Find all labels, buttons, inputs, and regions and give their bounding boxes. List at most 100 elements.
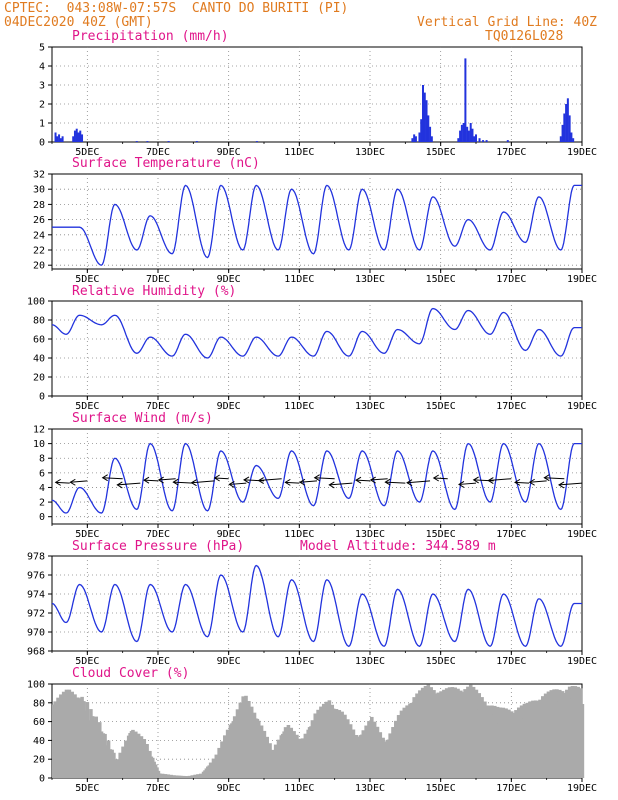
- cloud-xtick-label-3: 11DEC: [284, 783, 314, 794]
- temp-frame: [51, 173, 583, 270]
- precip-bar-7: [75, 128, 78, 142]
- temp-xtick-label-4: 13DEC: [355, 274, 385, 285]
- precip-title: Precipitation (mm/h): [72, 29, 229, 44]
- press-xtick-label-7: 19DEC: [567, 656, 597, 667]
- wind-arrow-shaft-25: [529, 480, 547, 483]
- precip-bar-49: [572, 138, 575, 142]
- wind-arrow-shaft-17: [370, 478, 388, 481]
- rh-xtick-label-4: 13DEC: [355, 401, 385, 412]
- temp-xtick-label-5: 15DEC: [426, 274, 456, 285]
- cloud-ytick-label-4: 80: [33, 698, 45, 709]
- wind-arrow-head-18: [384, 478, 391, 486]
- run-date: 04DEC2020 40Z (GMT): [4, 15, 153, 30]
- precip-bar-5: [72, 136, 75, 142]
- cloud-ytick-label-5: 100: [27, 680, 45, 691]
- press-frame: [51, 555, 583, 652]
- cloud-ytick-label-3: 60: [33, 717, 45, 728]
- wind-xtick-label-7: 19DEC: [567, 529, 597, 540]
- wind-ytick-label-6: 12: [33, 425, 45, 436]
- wind-arrow-head-9: [228, 481, 235, 488]
- wind-arrow-head-14: [313, 474, 320, 482]
- precip-bar-17: [413, 134, 416, 142]
- wind-arrow-head-22: [472, 476, 479, 484]
- wind-arrow-shaft-4: [143, 479, 159, 482]
- rh-xtick-label-2: 9DEC: [217, 401, 241, 412]
- precip-bar-46: [566, 98, 569, 142]
- precip-xtick-label-1: 7DEC: [146, 147, 170, 158]
- precip-bar-30: [462, 123, 465, 142]
- cloud-ytick-label-2: 40: [33, 736, 45, 747]
- wind-arrow-shaft-27: [558, 482, 583, 486]
- cloud-ytick-label-0: 0: [39, 774, 45, 785]
- precip-bar-47: [568, 115, 571, 142]
- precip-bar-25: [429, 126, 432, 142]
- precip-ytick-label-4: 4: [39, 62, 45, 73]
- cloud-title: Cloud Cover (%): [72, 666, 190, 681]
- wind-arrow-head-2: [101, 474, 108, 482]
- precip-bar-16: [411, 138, 414, 142]
- temp-title: Surface Temperature (nC): [72, 156, 260, 171]
- precip-bar-31: [464, 58, 467, 142]
- press-xtick-label-6: 17DEC: [496, 656, 526, 667]
- precip-bar-6: [73, 130, 76, 142]
- temp-xtick-label-1: 7DEC: [146, 274, 170, 285]
- wind-arrow-head-15: [328, 481, 335, 489]
- press-xtick-label-4: 13DEC: [355, 656, 385, 667]
- precip-bar-38: [478, 138, 481, 142]
- press-ytick-label-2: 972: [27, 609, 45, 620]
- rh-ytick-label-5: 100: [27, 297, 45, 308]
- rh-xtick-label-7: 19DEC: [567, 401, 597, 412]
- wind-arrow-shaft-19: [407, 480, 431, 484]
- precip-bar-20: [420, 119, 423, 142]
- wind-arrow-head-13: [299, 478, 306, 486]
- press-xtick-label-2: 9DEC: [217, 656, 241, 667]
- wind-arrow-head-26: [543, 474, 550, 482]
- precip-bar-34: [469, 123, 472, 142]
- wind-ytick-label-3: 6: [39, 468, 45, 479]
- station-header: CPTEC: 043:08W-07:57S CANTO DO BURITI (P…: [4, 1, 349, 16]
- precip-bar-4: [61, 136, 64, 142]
- precip-bar-45: [565, 104, 568, 142]
- wind-arrow-head-25: [528, 478, 535, 486]
- precip-ytick-label-5: 5: [39, 43, 45, 54]
- wind-arrow-head-3: [116, 481, 123, 489]
- precip-bar-14: [195, 141, 198, 142]
- wind-arrow-shaft-8: [214, 477, 229, 480]
- precip-bar-3: [59, 138, 62, 142]
- cloud-xtick-label-2: 9DEC: [217, 783, 241, 794]
- cloud-xtick-label-7: 19DEC: [567, 783, 597, 794]
- wind-arrow-shaft-2: [102, 477, 123, 480]
- wind-arrow-head-16: [355, 476, 362, 484]
- wind-arrow-head-12: [284, 478, 291, 486]
- press-ytick-label-1: 970: [27, 628, 45, 639]
- wind-arrow-shaft-9: [229, 482, 247, 485]
- precip-bar-43: [561, 124, 564, 142]
- wind-frame: [51, 428, 583, 525]
- precip-bar-18: [414, 136, 417, 142]
- precip-bar-1: [56, 136, 59, 142]
- wind-arrow-shaft-15: [329, 482, 353, 486]
- wind-arrow-shaft-18: [385, 481, 406, 484]
- temp-ytick-label-1: 22: [33, 246, 45, 257]
- rh-title: Relative Humidity (%): [72, 284, 237, 299]
- precip-bar-33: [467, 130, 470, 142]
- precip-bar-40: [485, 140, 488, 142]
- temp-ytick-label-4: 28: [33, 200, 45, 211]
- temp-series-line: [52, 184, 582, 266]
- press-ytick-label-5: 978: [27, 552, 45, 563]
- temp-xtick-label-0: 5DEC: [75, 274, 99, 285]
- temp-ytick-label-2: 24: [33, 230, 45, 241]
- wind-arrow-head-8: [213, 474, 220, 482]
- wind-xtick-label-6: 17DEC: [496, 529, 526, 540]
- precip-ytick-label-3: 3: [39, 81, 45, 92]
- wind-title: Surface Wind (m/s): [72, 411, 213, 426]
- precip-bar-11: [135, 141, 138, 142]
- wind-arrow-shaft-16: [355, 479, 371, 482]
- precip-ytick-label-2: 2: [39, 100, 45, 111]
- precip-xtick-label-4: 13DEC: [355, 147, 385, 158]
- rh-xtick-label-6: 17DEC: [496, 401, 526, 412]
- wind-arrow-shaft-5: [158, 478, 176, 481]
- wind-ytick-label-1: 2: [39, 498, 45, 509]
- wind-arrow-shaft-21: [458, 482, 477, 485]
- precip-bar-13: [167, 141, 170, 142]
